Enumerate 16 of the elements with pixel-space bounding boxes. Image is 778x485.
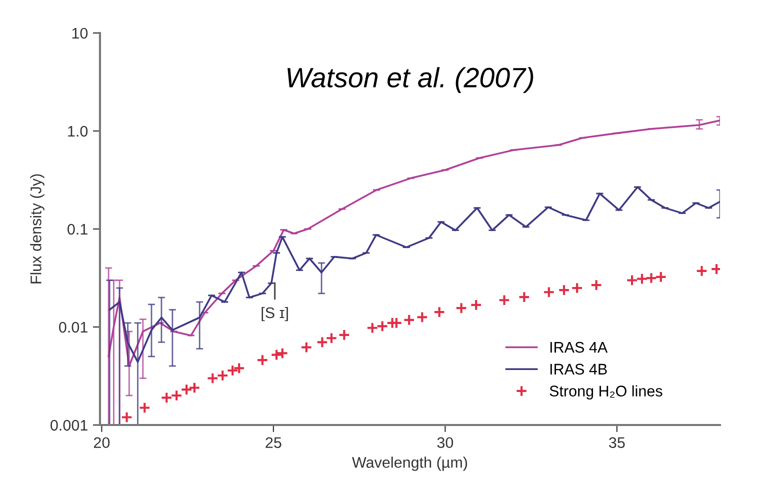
annotation: [S ɪ]: [262, 306, 288, 322]
y-tick-label: 0.1: [68, 224, 88, 235]
x-tick-label: 20: [94, 437, 110, 448]
y-tick-label: 0.01: [59, 322, 88, 333]
legend-label: IRAS 4B: [550, 364, 607, 375]
legend-label: IRAS 4A: [550, 342, 608, 353]
x-axis-title: Wavelength (µm): [352, 456, 468, 471]
legend-label: Strong H₂O lines: [550, 385, 662, 400]
y-axis-title: Flux density (Jy): [30, 174, 44, 284]
x-tick-label: 35: [609, 437, 625, 448]
y-tick-label: 1.0: [68, 126, 88, 137]
x-tick-label: 25: [266, 437, 282, 448]
y-tick-label: 10: [72, 28, 88, 39]
text: Watson et al. (2007): [288, 67, 534, 93]
y-tick-label: 0.001: [50, 420, 88, 431]
x-tick-label: 30: [437, 437, 454, 448]
